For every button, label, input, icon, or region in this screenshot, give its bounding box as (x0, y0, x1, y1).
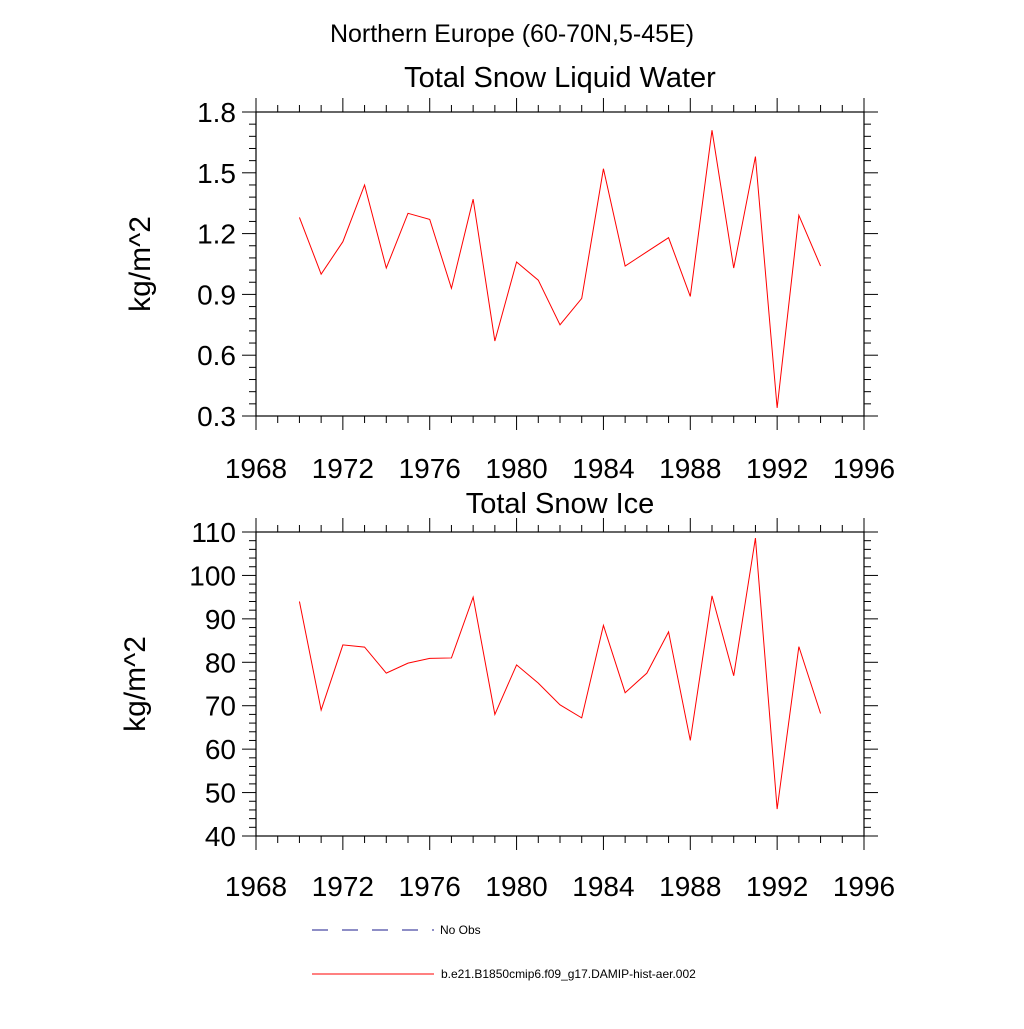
y-axis-label: kg/m^2 (124, 216, 157, 312)
x-tick-label: 1972 (312, 453, 374, 484)
y-tick-label: 60 (205, 734, 236, 765)
chart-panel-1: Total Snow Liquid Water 1968 1972 1976 1980 1… (124, 62, 895, 484)
x-tick-label: 1992 (746, 871, 808, 902)
chart-panel-2: Total Snow Ice 1968 1972 1976 1980 1984 1988 19… (119, 488, 895, 902)
series-line (299, 130, 820, 408)
y-tick-label: 90 (205, 604, 236, 635)
x-tick-label: 1996 (833, 871, 895, 902)
x-tick-label: 1988 (659, 871, 721, 902)
y-tick-label: 0.6 (197, 340, 236, 371)
x-tick-label: 1980 (485, 453, 547, 484)
panel-title: Total Snow Ice (466, 488, 655, 520)
y-tick-label: 0.9 (197, 279, 236, 310)
series-line (299, 538, 820, 809)
y-tick-label: 0.3 (197, 401, 236, 432)
x-tick-label: 1976 (399, 871, 461, 902)
plot-frame (256, 112, 864, 416)
y-axis-label: kg/m^2 (119, 636, 152, 732)
x-tick-label: 1984 (572, 871, 634, 902)
y-tick-label: 50 (205, 778, 236, 809)
legend-label: No Obs (440, 923, 481, 937)
y-tick-label: 70 (205, 691, 236, 722)
y-tick-label: 1.8 (197, 97, 236, 128)
y-tick-label: 1.5 (197, 158, 236, 189)
y-tick-label: 40 (205, 821, 236, 852)
x-tick-label: 1980 (485, 871, 547, 902)
legend: No Obs b.e21.B1850cmip6.f09_g17.DAMIP-his… (312, 923, 696, 981)
chart-panels: Total Snow Liquid Water 1968 1972 1976 1980 1… (119, 62, 895, 902)
panel-title: Total Snow Liquid Water (404, 62, 716, 94)
x-tick-label: 1968 (225, 453, 287, 484)
plot-frame (256, 532, 864, 836)
x-tick-label: 1976 (399, 453, 461, 484)
y-tick-label: 80 (205, 647, 236, 678)
figure-suptitle: Northern Europe (60-70N,5-45E) (330, 20, 694, 48)
y-tick-label: 110 (191, 517, 236, 548)
legend-label: b.e21.B1850cmip6.f09_g17.DAMIP-hist-aer.… (441, 967, 696, 981)
y-tick-label: 1.2 (197, 219, 236, 250)
x-tick-label: 1968 (225, 871, 287, 902)
y-tick-label: 100 (189, 560, 236, 591)
x-tick-label: 1988 (659, 453, 721, 484)
x-tick-label: 1972 (312, 871, 374, 902)
x-tick-label: 1996 (833, 453, 895, 484)
x-tick-label: 1984 (572, 453, 634, 484)
x-tick-label: 1992 (746, 453, 808, 484)
